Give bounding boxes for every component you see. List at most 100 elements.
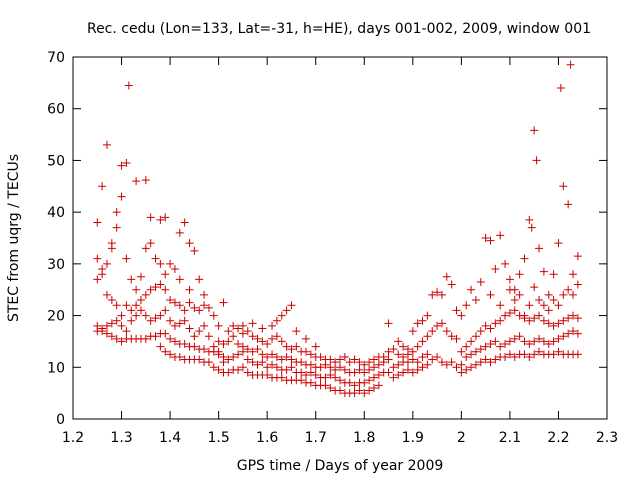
data-point xyxy=(442,327,451,336)
data-point xyxy=(141,334,150,343)
data-point xyxy=(258,337,267,346)
data-point xyxy=(331,373,340,382)
data-point xyxy=(486,324,495,333)
data-point xyxy=(214,321,223,330)
x-tick-label: 2.3 xyxy=(596,430,618,446)
data-point xyxy=(399,368,408,377)
data-point xyxy=(389,363,398,372)
data-point xyxy=(200,321,209,330)
data-point xyxy=(374,381,383,390)
data-point xyxy=(559,332,568,341)
data-point xyxy=(496,342,505,351)
data-point xyxy=(302,334,311,343)
data-point xyxy=(161,285,170,294)
data-point xyxy=(146,239,155,248)
data-point xyxy=(243,345,252,354)
data-point xyxy=(539,316,548,325)
data-point xyxy=(369,363,378,372)
x-tick-label: 2.1 xyxy=(499,430,521,446)
data-point xyxy=(282,306,291,315)
data-point xyxy=(219,358,228,367)
data-point xyxy=(486,290,495,299)
data-point xyxy=(384,347,393,356)
x-tick-label: 2.2 xyxy=(547,430,569,446)
data-point xyxy=(98,270,107,279)
data-point xyxy=(214,337,223,346)
data-point xyxy=(107,332,116,341)
data-point xyxy=(408,368,417,377)
data-point xyxy=(185,285,194,294)
data-point xyxy=(175,352,184,361)
data-point xyxy=(525,340,534,349)
data-point xyxy=(263,340,272,349)
data-point xyxy=(282,342,291,351)
data-point xyxy=(423,332,432,341)
data-point xyxy=(360,389,369,398)
data-point xyxy=(326,363,335,372)
data-point xyxy=(510,306,519,315)
data-point xyxy=(141,176,150,185)
data-point xyxy=(447,332,456,341)
data-point xyxy=(394,371,403,380)
data-point xyxy=(141,244,150,253)
data-point xyxy=(501,340,510,349)
data-point xyxy=(326,355,335,364)
data-point xyxy=(544,319,553,328)
data-point xyxy=(190,342,199,351)
data-point xyxy=(107,319,116,328)
data-point xyxy=(369,373,378,382)
data-point xyxy=(433,288,442,297)
data-point xyxy=(501,352,510,361)
data-point xyxy=(306,360,315,369)
y-axis: 0 10 20 30 40 50 60 70 xyxy=(47,50,607,428)
data-point xyxy=(389,345,398,354)
data-point xyxy=(229,321,238,330)
data-point xyxy=(418,316,427,325)
data-point xyxy=(166,296,175,305)
data-point xyxy=(544,290,553,299)
x-axis-title: GPS time / Days of year 2009 xyxy=(237,458,444,474)
data-point xyxy=(166,316,175,325)
data-point xyxy=(535,311,544,320)
data-point xyxy=(360,378,369,387)
data-point xyxy=(520,337,529,346)
x-tick-label: 1.8 xyxy=(353,430,375,446)
data-point xyxy=(107,296,116,305)
data-point xyxy=(195,355,204,364)
data-point xyxy=(151,314,160,323)
data-point xyxy=(263,363,272,372)
data-point xyxy=(282,365,291,374)
data-point xyxy=(554,301,563,310)
data-point xyxy=(530,283,539,292)
data-point xyxy=(161,329,170,338)
data-point xyxy=(146,285,155,294)
data-point xyxy=(403,365,412,374)
data-point xyxy=(170,298,179,307)
data-point xyxy=(491,337,500,346)
data-point xyxy=(467,285,476,294)
data-point xyxy=(467,337,476,346)
data-point xyxy=(462,301,471,310)
x-tick-label: 1.9 xyxy=(402,430,424,446)
data-point xyxy=(505,285,514,294)
data-point xyxy=(151,332,160,341)
y-tick-label: 70 xyxy=(47,50,65,66)
data-point xyxy=(234,350,243,359)
data-point xyxy=(544,340,553,349)
data-point xyxy=(321,381,330,390)
y-tick-label: 20 xyxy=(47,309,65,325)
data-point xyxy=(457,311,466,320)
data-point xyxy=(520,254,529,263)
data-point xyxy=(263,352,272,361)
data-point xyxy=(408,355,417,364)
data-point xyxy=(161,213,170,222)
data-point xyxy=(238,321,247,330)
data-point xyxy=(515,332,524,341)
data-point xyxy=(166,334,175,343)
data-point xyxy=(195,327,204,336)
data-point xyxy=(467,350,476,359)
data-point xyxy=(224,355,233,364)
data-point xyxy=(510,334,519,343)
data-point xyxy=(365,358,374,367)
data-point xyxy=(556,84,565,93)
